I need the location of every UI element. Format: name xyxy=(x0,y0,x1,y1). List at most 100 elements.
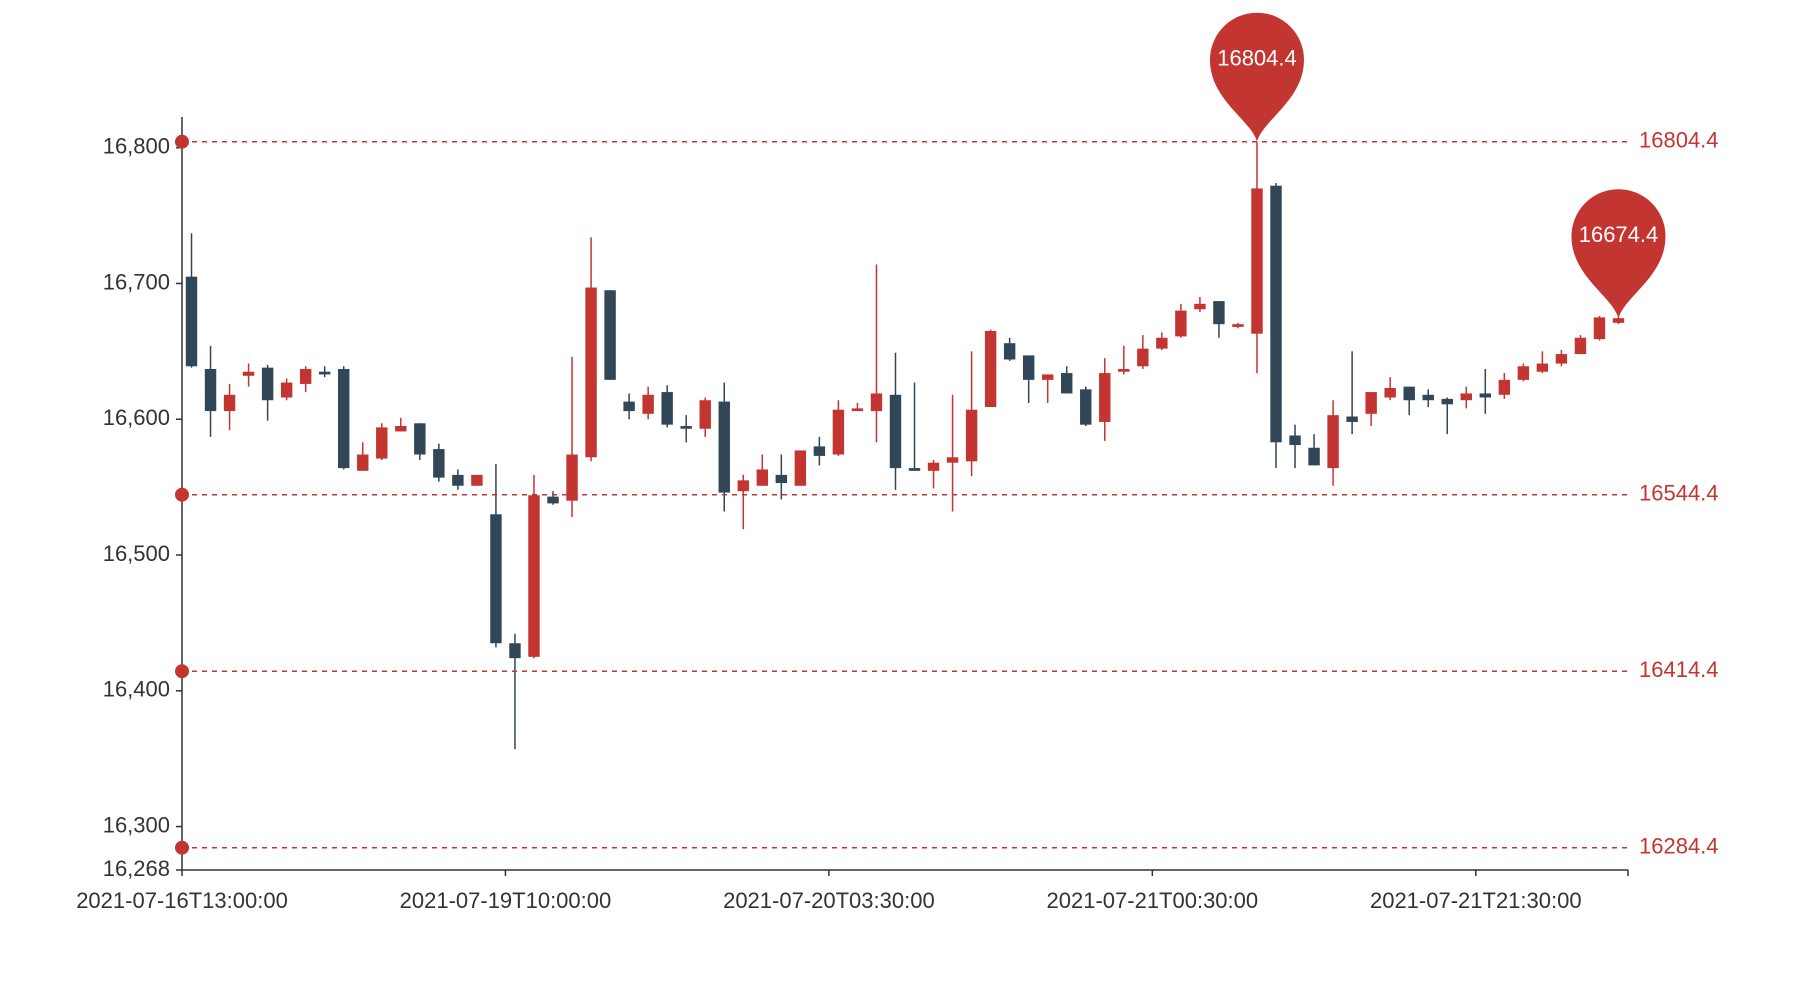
x-tick-label: 2021-07-21T00:30:00 xyxy=(1047,888,1259,913)
candle-body xyxy=(566,454,578,501)
candle-body xyxy=(794,450,807,486)
candle-body xyxy=(661,392,673,425)
candle-body xyxy=(433,449,445,478)
y-tick-label: 16,700 xyxy=(103,269,170,294)
candle-body xyxy=(737,480,749,492)
candle-body xyxy=(756,469,769,486)
candle-body xyxy=(1536,363,1549,372)
candle-body xyxy=(1441,398,1453,405)
candle-body xyxy=(832,409,845,455)
mark-line-dot xyxy=(175,134,189,149)
candle-body xyxy=(242,371,255,376)
y-tick-label: 16,500 xyxy=(103,541,170,566)
candle-body xyxy=(1574,337,1587,355)
mark-point: 16674.4 xyxy=(1571,189,1666,319)
candle-body xyxy=(1498,379,1511,395)
candle-body xyxy=(1346,416,1358,422)
candle-body xyxy=(1270,185,1282,443)
candle-body xyxy=(1041,374,1054,380)
y-tick-label: 16,300 xyxy=(103,812,170,837)
candle-body xyxy=(414,423,426,455)
mark-point-pin xyxy=(1209,12,1304,142)
candle-body xyxy=(376,427,388,459)
candle-body xyxy=(1118,368,1130,372)
candle-body xyxy=(623,401,635,412)
candle-body xyxy=(1517,366,1530,380)
candle-body xyxy=(452,474,464,486)
mark-line-label: 16804.4 xyxy=(1639,128,1719,153)
candle-body xyxy=(1593,317,1606,340)
candle-body xyxy=(1022,355,1035,380)
candle-body xyxy=(870,393,883,412)
candle-body xyxy=(775,474,788,484)
candle-body xyxy=(1479,393,1492,398)
mark-line-dot xyxy=(175,840,189,855)
candle-body xyxy=(299,368,312,384)
candle-body xyxy=(889,394,902,469)
mark-point-label: 16674.4 xyxy=(1579,222,1659,247)
candle-body xyxy=(223,394,236,412)
mark-line-dot xyxy=(175,664,189,679)
candle-body xyxy=(280,382,293,398)
candle-body xyxy=(965,409,978,462)
candle-body xyxy=(1612,318,1625,323)
mark-point-pin xyxy=(1571,189,1666,319)
x-tick-label: 2021-07-16T13:00:00 xyxy=(76,888,288,913)
candle-body xyxy=(908,468,921,471)
candle-body xyxy=(984,330,997,408)
y-tick-label: 16,600 xyxy=(103,405,170,430)
candle-body xyxy=(1365,392,1377,414)
x-tick-label: 2021-07-19T10:00:00 xyxy=(400,888,612,913)
candle-body xyxy=(185,276,198,367)
candle-body xyxy=(509,643,521,659)
candle-body xyxy=(471,474,483,486)
candle-body xyxy=(357,454,369,471)
candle-body xyxy=(1099,373,1111,422)
x-tick-label: 2021-07-20T03:30:00 xyxy=(723,888,935,913)
candle-body xyxy=(547,496,559,504)
candle-body xyxy=(699,400,711,429)
candle-body xyxy=(1555,354,1568,364)
candle-body xyxy=(1251,188,1263,334)
y-tick-label: 16,268 xyxy=(103,856,170,881)
mark-line-label: 16414.4 xyxy=(1639,657,1719,682)
candle-body xyxy=(1061,373,1073,394)
mark-line-label: 16544.4 xyxy=(1639,481,1719,506)
candle-body xyxy=(1194,303,1206,310)
candle-body xyxy=(490,514,502,644)
mark-point: 16804.4 xyxy=(1209,12,1304,142)
candle-body xyxy=(318,371,331,375)
candle-body xyxy=(528,495,540,657)
candle-body xyxy=(1384,388,1396,398)
candle-body xyxy=(1137,348,1149,367)
candle-body xyxy=(813,446,826,456)
candle-body xyxy=(946,457,959,463)
candle-body xyxy=(1327,415,1339,469)
candle-body xyxy=(1003,343,1016,360)
candle-body xyxy=(1175,310,1187,337)
candle-body xyxy=(1156,337,1168,349)
candle-body xyxy=(1403,386,1415,401)
candle-body xyxy=(642,394,654,414)
candle-body xyxy=(1232,324,1244,327)
x-tick-label: 2021-07-21T21:30:00 xyxy=(1370,888,1582,913)
candle-body xyxy=(604,290,616,380)
candle-body xyxy=(261,367,274,401)
candle-body xyxy=(1460,393,1472,401)
mark-point-label: 16804.4 xyxy=(1217,46,1297,71)
mark-line-dot xyxy=(175,487,189,502)
candle-body xyxy=(1289,435,1301,446)
candle-body xyxy=(1308,447,1320,466)
candle-body xyxy=(1080,389,1092,425)
candle-body xyxy=(851,408,864,412)
y-tick-label: 16,400 xyxy=(103,677,170,702)
candle-body xyxy=(204,368,217,412)
candle-body xyxy=(585,287,597,458)
candle-body xyxy=(1213,301,1225,325)
candle-body xyxy=(680,426,692,429)
candle-body xyxy=(1422,394,1434,401)
candle-body xyxy=(395,426,407,432)
y-tick-label: 16,800 xyxy=(103,133,170,158)
candle-body xyxy=(927,462,940,471)
